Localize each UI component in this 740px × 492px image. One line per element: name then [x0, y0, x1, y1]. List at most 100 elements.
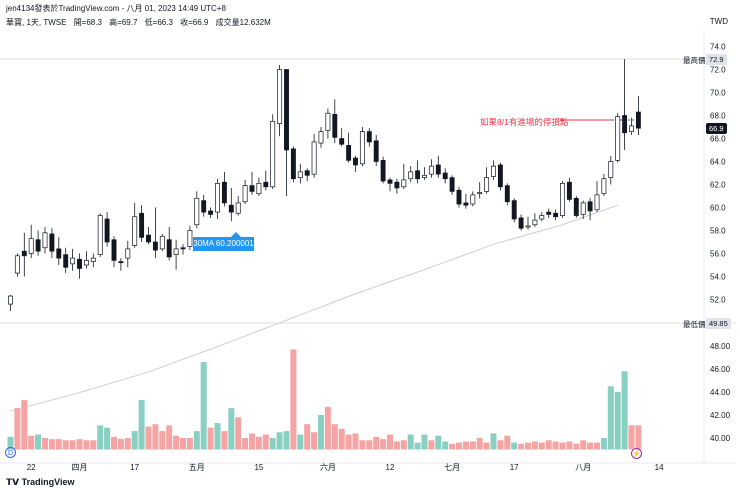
lowest-price-label: 最低價: [683, 320, 706, 329]
volume-bar: [497, 440, 504, 450]
candle-body: [49, 233, 55, 252]
open-value: 開=68.3: [73, 18, 102, 27]
ma-tag-pointer: [231, 232, 241, 237]
time-tick-label: 15: [254, 463, 263, 472]
volume-bar: [366, 440, 373, 450]
candle-body: [21, 250, 27, 257]
volume-bar: [145, 426, 152, 450]
volume-bar: [90, 440, 97, 450]
close-value: 收=66.9: [180, 18, 209, 27]
candle-body: [608, 161, 614, 178]
symbol-name[interactable]: 華寶, 1天, TWSE: [6, 18, 67, 27]
candle-body: [166, 239, 172, 258]
volume-bar: [621, 371, 628, 450]
volume-bar: [138, 400, 145, 450]
candle-body: [325, 112, 331, 131]
candle-body: [14, 255, 20, 274]
candle-body: [221, 181, 227, 204]
candle-body: [449, 177, 455, 192]
time-tick-label: 四月: [72, 463, 88, 472]
candle-body: [353, 157, 358, 166]
volume-bar: [469, 441, 476, 450]
time-tick-label: 七月: [444, 463, 460, 472]
volume-bar: [290, 349, 297, 450]
candle-body: [435, 164, 441, 175]
volume-bar: [207, 427, 214, 450]
price-tick-label: 74.0: [710, 43, 726, 52]
candle-body: [408, 171, 414, 180]
candle-body: [511, 200, 517, 220]
stop-loss-note: 如果8/1有進場的停損點: [480, 117, 569, 127]
volume-bar: [338, 428, 345, 450]
dividend-event-icon[interactable]: D: [5, 447, 16, 458]
volume-bar: [483, 442, 490, 450]
volume-bar: [559, 442, 566, 450]
volume-bar: [186, 438, 193, 450]
candle-body: [573, 197, 579, 216]
price-tick-label: 72.0: [710, 66, 726, 75]
candle-body: [477, 192, 483, 195]
ma-label-tag: 30MA 60.200001: [193, 237, 254, 251]
tradingview-logo[interactable]: 𝗧𝗩 TradingView: [6, 477, 74, 488]
time-tick-label: 22: [27, 463, 36, 472]
candle-body: [442, 172, 448, 180]
candle-body: [401, 179, 407, 188]
volume-bar: [373, 436, 380, 450]
volume-bar: [587, 442, 594, 450]
volume-bar: [538, 442, 545, 450]
price-tick-label: 56.0: [710, 250, 726, 259]
volume-bar: [152, 424, 159, 450]
volume-bar: [117, 439, 124, 450]
candle-body: [235, 202, 241, 214]
lightning-event-icon[interactable]: ⚡: [631, 448, 642, 459]
volume-bar: [387, 434, 393, 450]
volume-bar: [311, 432, 318, 450]
volume-bar: [449, 443, 456, 450]
volume-bar: [235, 417, 242, 450]
ma30-line: [10, 204, 618, 412]
candle-body: [422, 174, 427, 178]
time-tick-label: 五月: [189, 463, 205, 472]
candle-body: [194, 197, 200, 226]
volume-tick-label: 42.00: [710, 411, 731, 420]
volume-bar: [21, 400, 28, 450]
high-value: 高=69.7: [109, 18, 138, 27]
candle-body: [560, 183, 565, 216]
candle-body: [504, 185, 510, 203]
symbol-legend: 華寶, 1天, TWSE 開=68.3 高=69.7 低=66.3 收=66.9…: [6, 17, 276, 28]
candle-body: [180, 247, 186, 250]
volume-bar: [242, 438, 249, 450]
candle-body: [83, 260, 89, 266]
volume-bar: [173, 435, 180, 450]
volume-bar: [490, 433, 497, 450]
candle-body: [132, 216, 138, 246]
candle-body: [580, 202, 586, 215]
volume-bar: [400, 440, 407, 450]
candle-body: [629, 125, 634, 132]
candle-body: [263, 181, 269, 188]
volume-bar: [573, 443, 580, 450]
candle-body: [394, 181, 400, 189]
candle-body: [284, 69, 289, 151]
candle-body: [470, 194, 476, 205]
candle-body: [518, 217, 524, 229]
volume-bar: [276, 432, 283, 450]
candle-body: [90, 257, 96, 262]
candle-body: [491, 165, 496, 177]
volume-bar: [35, 434, 42, 450]
volume-bar: [180, 438, 186, 450]
candle-body: [366, 131, 372, 143]
volume-bar: [566, 441, 573, 450]
candle-body: [146, 234, 151, 243]
candle-body: [587, 201, 593, 212]
tv-logo-icon: 𝗧𝗩: [6, 477, 22, 487]
volume-bar: [545, 440, 552, 450]
candle-body: [428, 165, 434, 175]
volume-bar: [407, 434, 414, 450]
volume-bar: [76, 439, 83, 450]
volume-bar: [456, 442, 462, 450]
volume-bar: [594, 442, 600, 450]
volume-bar: [228, 408, 235, 450]
candle-body: [594, 194, 600, 211]
